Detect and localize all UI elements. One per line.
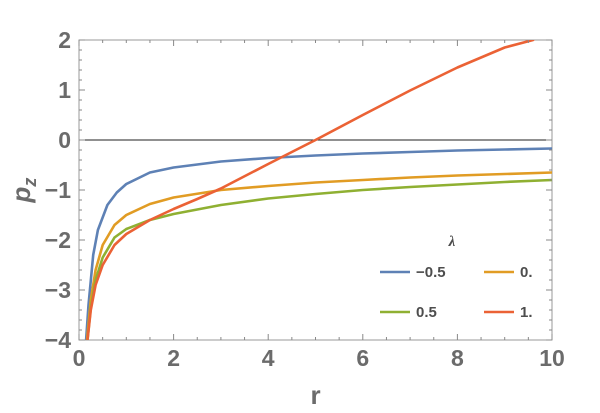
x-tick-label: 10: [539, 345, 565, 371]
y-axis-title-main: p: [6, 186, 36, 203]
legend-label: 0.: [520, 264, 533, 281]
y-axis-title: pz: [6, 178, 40, 204]
y-tick-label: 0: [58, 127, 71, 153]
x-axis-title: r: [310, 380, 320, 410]
series-line: [84, 147, 552, 340]
y-tick-label: −1: [45, 177, 71, 203]
legend-title: λ: [448, 234, 456, 250]
legend-label: 0.5: [416, 304, 437, 321]
series-line: [85, 171, 552, 340]
x-tick-label: 8: [451, 345, 464, 371]
x-tick-label: 0: [73, 345, 86, 371]
x-tick-label: 4: [262, 345, 275, 371]
y-tick-label: 1: [58, 77, 71, 103]
series-line: [86, 178, 552, 340]
y-axis-title-subscript: z: [20, 178, 40, 188]
series-line: [86, 40, 535, 340]
tick-group: 0 2 4 6 8 10 −4 −3 −2 −1 0 1 2: [45, 27, 565, 371]
x-tick-label: 2: [167, 345, 180, 371]
legend-label: −0.5: [416, 264, 446, 281]
x-tick-label: 6: [356, 345, 369, 371]
y-tick-label: −4: [45, 327, 71, 353]
series-group: [84, 40, 552, 340]
y-tick-label: −3: [45, 277, 71, 303]
legend-label: 1.: [520, 304, 533, 321]
y-tick-label: 2: [58, 27, 71, 53]
legend: λ −0.5 0. 0.5 1.: [380, 234, 533, 321]
y-tick-label: −2: [45, 227, 71, 253]
